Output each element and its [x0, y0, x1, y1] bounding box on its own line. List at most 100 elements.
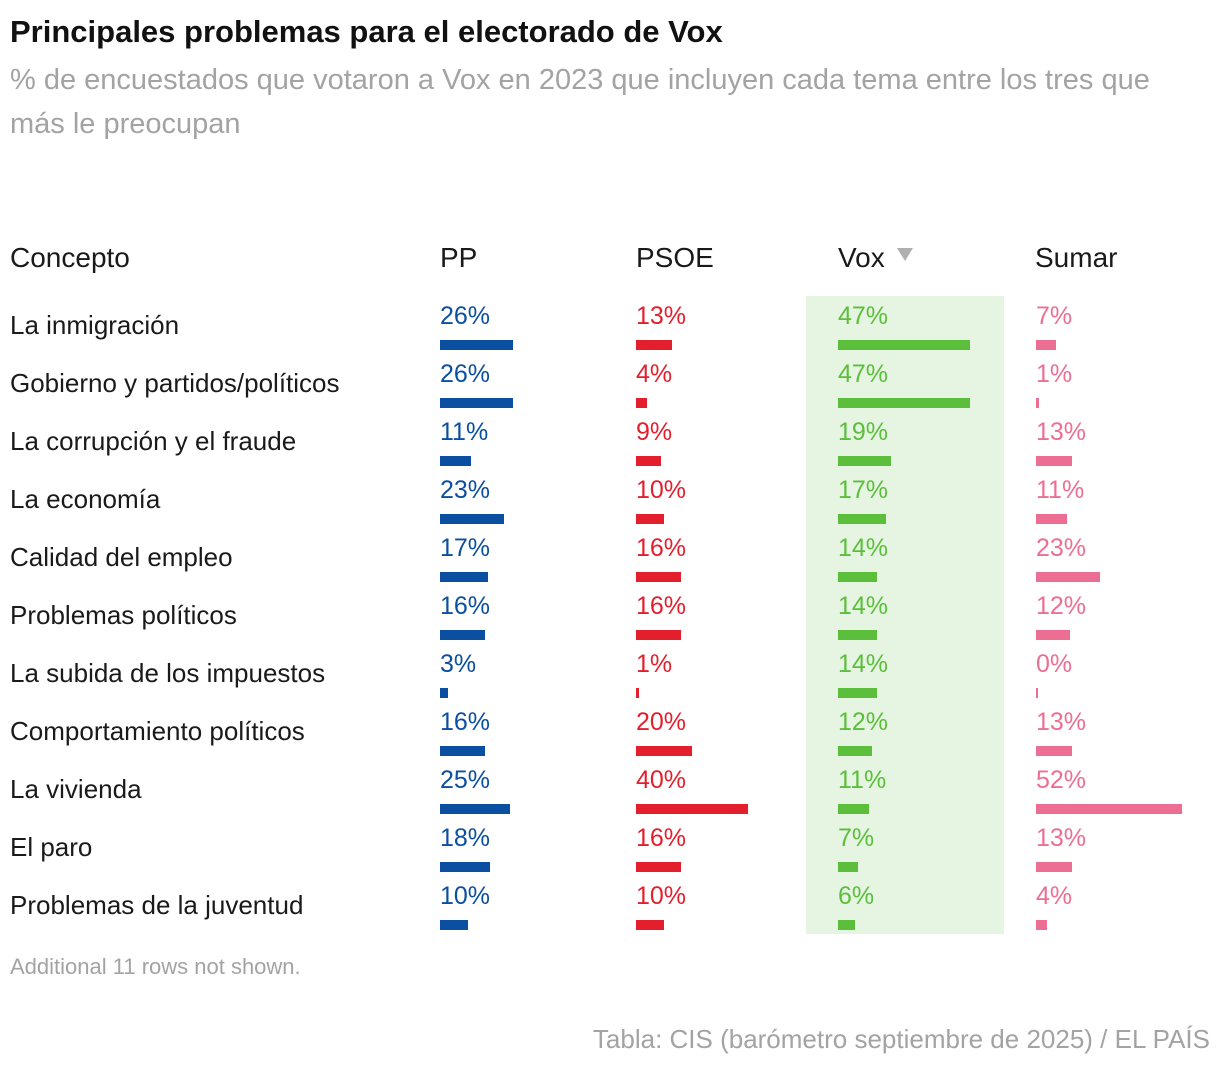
table-row: Calidad del empleo 17% 16% 14% 23%	[0, 530, 1220, 588]
psoe-value-label: 40%	[636, 766, 687, 794]
vox-value-label: 11%	[838, 766, 887, 794]
sumar-bar	[1036, 514, 1067, 524]
vox-value-label: 12%	[838, 708, 889, 736]
column-header-label: PP	[440, 242, 478, 273]
psoe-value-label: 16%	[636, 534, 687, 562]
psoe-bar	[636, 572, 681, 582]
psoe-value-label: 1%	[636, 650, 673, 678]
table-row: La vivienda 25% 40% 11% 52%	[0, 762, 1220, 820]
pp-bar	[440, 746, 485, 756]
sumar-bar	[1036, 920, 1048, 930]
vox-value-label: 17%	[838, 476, 889, 504]
sumar-bar	[1036, 456, 1073, 466]
sumar-value-label: 11%	[1036, 476, 1085, 504]
pp-value-label: 25%	[440, 766, 491, 794]
sumar-bar	[1036, 746, 1073, 756]
sumar-value-label: 12%	[1036, 592, 1087, 620]
vox-value-label: 14%	[838, 534, 889, 562]
vox-bar	[838, 340, 970, 350]
vox-value-label: 19%	[838, 418, 889, 446]
table-row: La economía 23% 10% 17% 11%	[0, 472, 1220, 530]
vox-value-label: 14%	[838, 650, 889, 678]
row-concept-label: Problemas políticos	[10, 600, 237, 630]
table-row: Gobierno y partidos/políticos 26% 4% 47% 1%	[0, 356, 1220, 414]
vox-value-label: 7%	[838, 824, 875, 852]
pp-value-label: 23%	[440, 476, 491, 504]
vox-bar	[838, 746, 872, 756]
pp-value-label: 10%	[440, 882, 491, 910]
sumar-value-label: 13%	[1036, 708, 1087, 736]
vox-bar	[838, 398, 970, 408]
vox-bar	[838, 688, 878, 698]
chart-subtitle: % de encuestados que votaron a Vox en 20…	[10, 64, 1150, 140]
sumar-bar	[1036, 572, 1101, 582]
sumar-bar	[1036, 398, 1039, 408]
vox-bar	[838, 920, 855, 930]
column-header-label: Concepto	[10, 242, 130, 273]
row-concept-label: La corrupción y el fraude	[10, 426, 297, 456]
column-header-sumar[interactable]: Sumar	[1035, 242, 1117, 274]
vox-value-label: 47%	[838, 302, 889, 330]
sumar-value-label: 23%	[1036, 534, 1087, 562]
column-header-label: Sumar	[1035, 242, 1118, 273]
footnote: Additional 11 rows not shown.	[10, 954, 301, 979]
pp-bar	[440, 630, 485, 640]
psoe-value-label: 16%	[636, 592, 687, 620]
table-row: El paro 18% 16% 7% 13%	[0, 820, 1220, 878]
psoe-bar	[636, 630, 681, 640]
column-header-pp[interactable]: PP	[440, 242, 477, 274]
row-concept-label: La subida de los impuestos	[10, 658, 326, 688]
column-header-psoe[interactable]: PSOE	[636, 242, 714, 274]
vox-bar	[838, 862, 858, 872]
sumar-bar	[1036, 340, 1056, 350]
pp-value-label: 18%	[440, 824, 491, 852]
pp-bar	[440, 514, 505, 524]
psoe-bar	[636, 688, 639, 698]
psoe-value-label: 20%	[636, 708, 687, 736]
row-concept-label: La vivienda	[10, 774, 142, 804]
pp-bar	[440, 688, 449, 698]
vox-value-label: 6%	[838, 882, 875, 910]
table-row: La corrupción y el fraude 11% 9% 19% 13%	[0, 414, 1220, 472]
row-concept-label: Problemas de la juventud	[10, 890, 304, 920]
sumar-bar	[1036, 804, 1182, 814]
row-concept-label: Comportamiento políticos	[10, 716, 305, 746]
pp-value-label: 26%	[440, 302, 491, 330]
psoe-value-label: 10%	[636, 476, 687, 504]
table-row: La inmigración 26% 13% 47% 7%	[0, 298, 1220, 356]
sumar-bar	[1036, 688, 1038, 698]
sumar-value-label: 52%	[1036, 766, 1087, 794]
table-row: Problemas de la juventud 10% 10% 6% 4%	[0, 878, 1220, 936]
row-concept-label: Calidad del empleo	[10, 542, 233, 572]
pp-bar	[440, 456, 471, 466]
chart-title: Principales problemas para el electorado…	[10, 14, 723, 49]
vox-bar	[838, 514, 886, 524]
column-header-vox[interactable]: Vox	[838, 242, 913, 274]
column-header-concepto[interactable]: Concepto	[10, 242, 130, 274]
psoe-value-label: 9%	[636, 418, 673, 446]
pp-value-label: 17%	[440, 534, 491, 562]
pp-value-label: 16%	[440, 708, 491, 736]
psoe-bar	[636, 746, 692, 756]
sumar-value-label: 13%	[1036, 824, 1087, 852]
pp-bar	[440, 340, 513, 350]
row-concept-label: La inmigración	[10, 310, 180, 340]
pp-value-label: 3%	[440, 650, 477, 678]
sumar-value-label: 0%	[1036, 650, 1073, 678]
psoe-bar	[636, 340, 673, 350]
psoe-value-label: 10%	[636, 882, 687, 910]
column-header-label: PSOE	[636, 242, 714, 273]
table-row: Comportamiento políticos 16% 20% 12% 13%	[0, 704, 1220, 762]
psoe-bar	[636, 514, 664, 524]
table-row: La subida de los impuestos 3% 1% 14% 0%	[0, 646, 1220, 704]
sumar-value-label: 7%	[1036, 302, 1073, 330]
pp-value-label: 11%	[440, 418, 489, 446]
column-header-label: Vox	[838, 242, 885, 273]
pp-bar	[440, 862, 491, 872]
vox-bar	[838, 572, 878, 582]
pp-value-label: 16%	[440, 592, 491, 620]
row-concept-label: La economía	[10, 484, 161, 514]
vox-bar	[838, 630, 878, 640]
sumar-bar	[1036, 862, 1073, 872]
